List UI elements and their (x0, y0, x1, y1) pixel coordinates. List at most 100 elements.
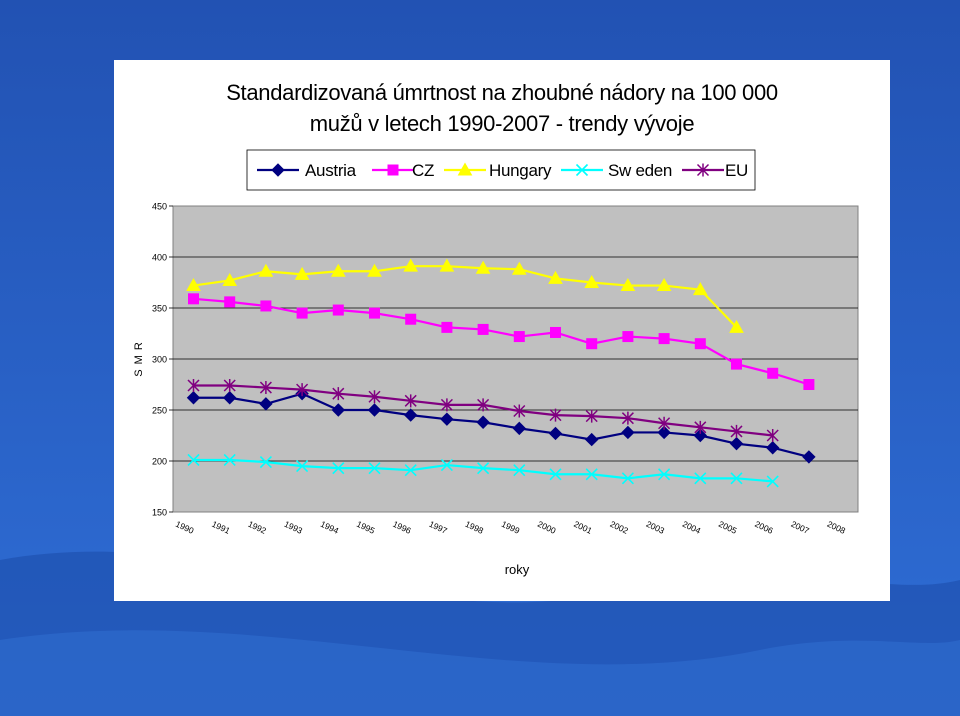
data-point (223, 453, 236, 467)
data-point (549, 468, 562, 481)
x-tick-label: 1991 (210, 519, 232, 536)
x-tick-label: 2006 (753, 519, 775, 536)
data-point (367, 403, 382, 417)
data-point (658, 333, 670, 345)
data-point (260, 300, 272, 312)
y-tick-label: 200 (152, 457, 167, 467)
data-point (584, 274, 600, 288)
y-tick-label: 450 (152, 202, 167, 212)
data-point (259, 455, 272, 469)
chart-title-line-2: mužů v letech 1990-2007 - trendy vývoje (309, 111, 695, 136)
series-sweden (187, 453, 779, 488)
data-point (766, 475, 779, 488)
data-point (404, 464, 417, 477)
series-layer (186, 258, 816, 488)
data-point (729, 319, 744, 333)
data-point (187, 453, 200, 467)
series-line (193, 297, 810, 386)
data-point (222, 272, 238, 286)
data-point (767, 367, 779, 379)
y-axis-ticks: 150 200 250 300 350 400 450 (152, 202, 173, 518)
data-point (621, 472, 634, 485)
data-point (584, 432, 599, 447)
data-point (694, 472, 707, 485)
data-point (658, 468, 671, 481)
data-point (187, 379, 200, 393)
data-point (585, 409, 598, 423)
data-point (440, 412, 454, 426)
data-point (188, 293, 199, 305)
x-tick-label: 1997 (427, 519, 449, 536)
series-cz (188, 293, 815, 390)
x-tick-label: 2007 (789, 519, 811, 536)
data-point (585, 468, 598, 481)
data-point (294, 266, 310, 280)
data-point (296, 307, 308, 319)
y-tick-label: 250 (152, 406, 167, 416)
data-point (367, 263, 382, 277)
data-point (440, 398, 453, 412)
data-point (693, 428, 708, 443)
legend-marker (696, 163, 710, 177)
data-point (186, 391, 201, 405)
legend-label: Sw eden (608, 161, 672, 180)
x-tick-label: 2000 (536, 519, 558, 536)
series-austria (186, 386, 816, 464)
x-axis-ticks: 1990 1991 1992 1993 1994 1995 1996 1997 1998 1999… (174, 519, 847, 536)
chart-card: Standardizovaná úmrtnost na zhoubné nádo… (114, 60, 890, 601)
data-point (765, 441, 780, 455)
y-tick-label: 300 (152, 355, 167, 365)
data-point (223, 379, 236, 393)
y-tick-label: 400 (152, 253, 167, 263)
data-point (621, 425, 635, 440)
data-point (405, 313, 417, 325)
legend-label: Hungary (489, 161, 552, 180)
legend-item-cz: CZ (372, 161, 434, 180)
series-eu (187, 379, 779, 442)
data-point (803, 379, 815, 390)
legend-marker (387, 164, 399, 176)
legend-box (246, 149, 756, 191)
data-point (258, 263, 274, 277)
legend-item-austria: Austria (257, 161, 357, 180)
data-point (224, 296, 236, 308)
x-axis-label: roky (505, 562, 530, 577)
data-point (330, 263, 346, 277)
x-tick-label: 1998 (464, 519, 486, 536)
x-tick-label: 2003 (645, 519, 667, 536)
data-point (586, 338, 598, 350)
data-point (368, 462, 381, 475)
data-point (403, 408, 418, 422)
legend-item-sweden: Sw eden (561, 161, 672, 180)
x-tick-label: 1993 (283, 519, 305, 536)
x-tick-label: 1999 (500, 519, 522, 536)
data-point (802, 450, 816, 464)
data-point (658, 416, 671, 430)
data-point (368, 390, 381, 404)
data-point (694, 420, 707, 434)
x-tick-label: 1992 (246, 519, 268, 536)
x-tick-label: 2008 (826, 519, 848, 536)
y-axis-label: S M R (133, 341, 145, 377)
data-point (222, 391, 237, 405)
data-point (622, 331, 634, 343)
data-point (621, 411, 634, 425)
data-point (549, 408, 562, 422)
data-point (296, 460, 309, 473)
data-point (477, 462, 490, 475)
data-point (730, 424, 743, 438)
data-point (729, 436, 744, 451)
data-point (548, 270, 563, 284)
legend-label: EU (725, 161, 748, 180)
data-point (331, 403, 346, 417)
legend-item-hungary: Hungary (444, 161, 552, 180)
data-point (476, 415, 490, 429)
x-tick-label: 1994 (319, 519, 341, 536)
data-point (550, 326, 561, 338)
legend: Austria CZ Hungary Sw eden EU (246, 149, 756, 191)
background-wave-light (0, 630, 960, 716)
data-point (186, 278, 201, 292)
x-tick-label: 2002 (608, 519, 630, 536)
data-point (369, 307, 380, 319)
data-point (766, 429, 779, 442)
